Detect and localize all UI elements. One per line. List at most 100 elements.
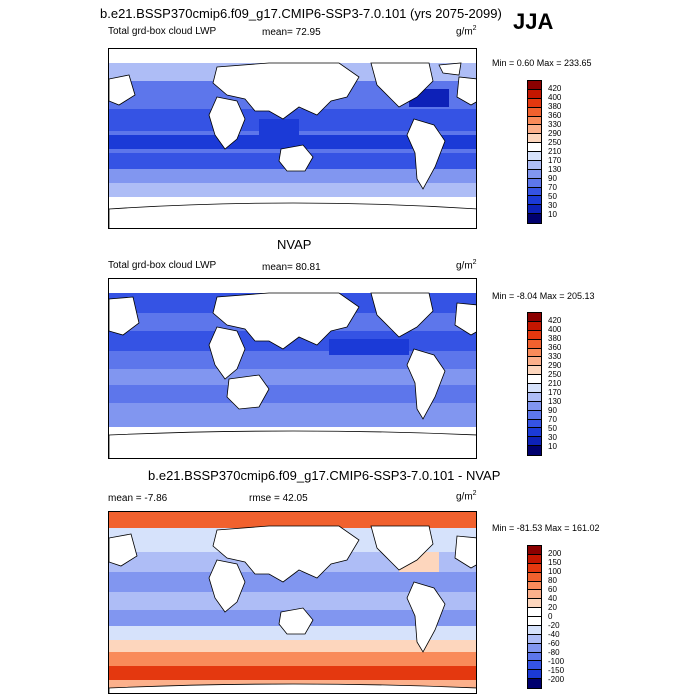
colorbar-swatch	[528, 348, 541, 358]
colorbar-label: -150	[548, 666, 565, 675]
colorbar-label: 50	[548, 424, 557, 433]
colorbar-swatch	[528, 214, 541, 223]
colorbar-label: 210	[548, 379, 562, 388]
colorbar-swatch	[528, 384, 541, 393]
colorbar-label: 20	[548, 603, 557, 612]
colorbar-swatch	[528, 643, 541, 653]
land-outlines	[109, 279, 476, 458]
colorbar-swatch	[528, 187, 541, 197]
colorbar-label: 400	[548, 93, 562, 102]
colorbar-label: 60	[548, 585, 557, 594]
colorbar-label: 380	[548, 334, 562, 343]
colorbar-label: 150	[548, 558, 562, 567]
panel-2-units: g/m2	[456, 259, 477, 272]
colorbar-label: 50	[548, 192, 557, 201]
colorbar-label: 130	[548, 397, 562, 406]
panel-3-minmax: Min = -81.53 Max = 161.02	[492, 523, 600, 533]
colorbar-label: 10	[548, 210, 557, 219]
colorbar-swatch	[528, 617, 541, 626]
colorbar-label: 330	[548, 120, 562, 129]
colorbar-swatch	[528, 178, 541, 188]
panel-1-units: g/m2	[456, 25, 477, 38]
panel-1-title: b.e21.BSSP370cmip6.f09_g17.CMIP6-SSP3-7.…	[100, 6, 502, 21]
colorbar-swatch	[528, 661, 541, 671]
panel-2-left-label: Total grd-box cloud LWP	[108, 260, 217, 271]
colorbar-swatch	[528, 196, 541, 206]
colorbar-swatch	[528, 608, 541, 617]
panel-2-title: NVAP	[277, 237, 312, 252]
panel-1-map	[108, 48, 477, 229]
season-label: JJA	[513, 9, 554, 34]
colorbar-label: -80	[548, 648, 560, 657]
colorbar-swatch	[528, 572, 541, 582]
panel-3-colorbar	[527, 545, 542, 689]
colorbar-swatch	[528, 107, 541, 117]
panel-3-map	[108, 511, 477, 694]
colorbar-label: 100	[548, 567, 562, 576]
colorbar-swatch	[528, 205, 541, 215]
panel-1-colorbar	[527, 80, 542, 224]
panel-1-stat: mean= 72.95	[262, 27, 321, 38]
colorbar-label: 360	[548, 343, 562, 352]
colorbar-label: 400	[548, 325, 562, 334]
colorbar-swatch	[528, 357, 541, 367]
colorbar-label: 360	[548, 111, 562, 120]
colorbar-label: 90	[548, 406, 557, 415]
land-outlines	[109, 525, 476, 693]
colorbar-swatch	[528, 625, 541, 635]
panel-2-colorbar	[527, 312, 542, 456]
colorbar-swatch	[528, 134, 541, 144]
colorbar-swatch	[528, 125, 541, 135]
colorbar-label: 170	[548, 156, 562, 165]
colorbar-label: -100	[548, 657, 565, 666]
colorbar-label: 330	[548, 352, 562, 361]
colorbar-swatch	[528, 599, 541, 609]
colorbar-swatch	[528, 410, 541, 420]
colorbar-swatch	[528, 437, 541, 447]
colorbar-label: 420	[548, 84, 562, 93]
colorbar-swatch	[528, 401, 541, 411]
colorbar-label: 0	[548, 612, 553, 621]
colorbar-swatch	[528, 89, 541, 99]
land-outlines	[109, 49, 476, 228]
colorbar-swatch	[528, 152, 541, 161]
panel-3-title: b.e21.BSSP370cmip6.f09_g17.CMIP6-SSP3-7.…	[148, 468, 501, 483]
colorbar-label: 40	[548, 594, 557, 603]
colorbar-swatch	[528, 554, 541, 564]
colorbar-label: 420	[548, 316, 562, 325]
colorbar-label: -20	[548, 621, 560, 630]
panel-2-map	[108, 278, 477, 459]
colorbar-label: 70	[548, 415, 557, 424]
colorbar-swatch	[528, 339, 541, 349]
colorbar-label: 380	[548, 102, 562, 111]
colorbar-swatch	[528, 81, 541, 90]
panel-3-left-label: mean = -7.86	[108, 493, 168, 504]
colorbar-label: 250	[548, 370, 562, 379]
colorbar-label: 170	[548, 388, 562, 397]
colorbar-label: 290	[548, 129, 562, 138]
colorbar-swatch	[528, 392, 541, 402]
panel-3-units: g/m2	[456, 490, 477, 503]
colorbar-swatch	[528, 679, 541, 688]
colorbar-label: 200	[548, 549, 562, 558]
colorbar-label: 290	[548, 361, 562, 370]
colorbar-swatch	[528, 419, 541, 429]
colorbar-swatch	[528, 116, 541, 126]
colorbar-swatch	[528, 366, 541, 376]
colorbar-swatch	[528, 581, 541, 591]
colorbar-label: 250	[548, 138, 562, 147]
colorbar-swatch	[528, 169, 541, 179]
colorbar-label: 210	[548, 147, 562, 156]
colorbar-label: 130	[548, 165, 562, 174]
colorbar-swatch	[528, 321, 541, 331]
colorbar-label: -200	[548, 675, 565, 684]
colorbar-label: 70	[548, 183, 557, 192]
colorbar-swatch	[528, 98, 541, 108]
colorbar-swatch	[528, 330, 541, 340]
colorbar-swatch	[528, 313, 541, 322]
colorbar-swatch	[528, 446, 541, 455]
colorbar-swatch	[528, 143, 541, 152]
panel-1-minmax: Min = 0.60 Max = 233.65	[492, 58, 592, 68]
colorbar-label: 10	[548, 442, 557, 451]
colorbar-label: 80	[548, 576, 557, 585]
